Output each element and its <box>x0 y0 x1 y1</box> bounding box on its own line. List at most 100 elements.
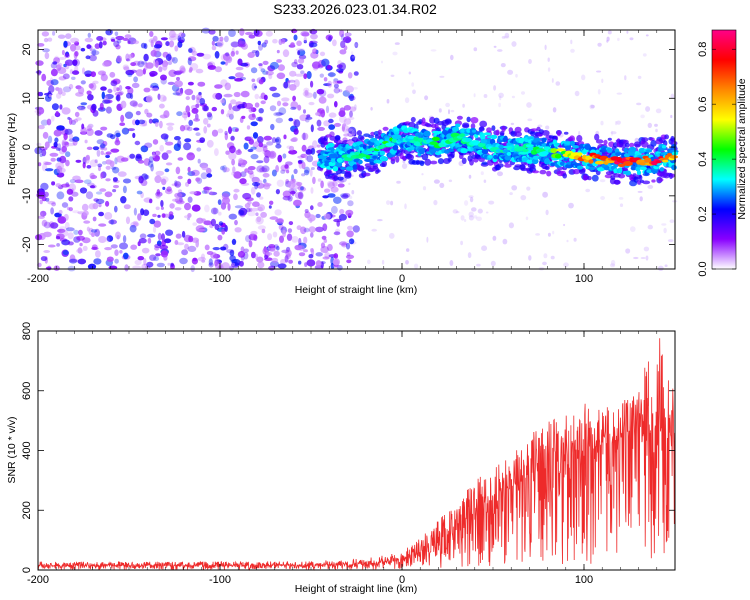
signal-peak <box>391 138 398 143</box>
signal-halo <box>625 142 630 148</box>
signal-halo <box>364 163 372 168</box>
noise-speckle <box>129 69 137 74</box>
noise-speckle <box>291 190 295 197</box>
signal-core <box>358 159 363 165</box>
signal-halo <box>444 118 452 124</box>
noise-speckle <box>197 256 206 262</box>
noise-speckle <box>318 96 327 104</box>
noise-speckle <box>106 237 110 243</box>
noise-speckle <box>258 63 263 67</box>
noise-speckle <box>206 123 211 128</box>
noise-speckle <box>203 186 210 194</box>
noise-speckle <box>610 259 616 266</box>
noise-speckle <box>252 182 260 187</box>
signal-core <box>564 145 572 150</box>
noise-speckle <box>159 244 169 250</box>
noise-speckle <box>252 132 259 139</box>
noise-speckle <box>132 40 140 45</box>
noise-speckle <box>200 172 208 180</box>
noise-speckle <box>268 244 276 249</box>
noise-speckle <box>211 45 217 51</box>
noise-speckle <box>167 81 175 85</box>
noise-speckle <box>266 141 274 146</box>
noise-speckle <box>92 146 100 151</box>
noise-speckle <box>126 58 131 62</box>
noise-speckle <box>150 163 154 172</box>
noise-speckle <box>264 39 269 45</box>
signal-core <box>645 149 653 153</box>
noise-speckle <box>100 126 108 131</box>
noise-speckle <box>490 260 496 267</box>
signal-halo <box>544 165 550 171</box>
y-tick-label: 400 <box>21 441 33 459</box>
snr-y-ticks: 0 200 400 600 800 <box>21 322 675 573</box>
signal-core <box>623 147 629 153</box>
noise-speckle <box>127 128 135 132</box>
noise-speckle <box>349 110 353 118</box>
noise-speckle <box>160 200 164 207</box>
noise-speckle <box>57 67 67 74</box>
noise-speckle <box>501 36 506 39</box>
noise-speckle <box>53 141 58 148</box>
noise-speckle <box>291 61 299 68</box>
noise-speckle <box>241 115 246 119</box>
noise-speckle <box>79 187 88 194</box>
noise-speckle <box>132 265 142 270</box>
noise-speckle <box>211 106 217 112</box>
noise-speckle <box>149 70 158 77</box>
noise-speckle <box>82 210 89 216</box>
signal-peak <box>550 148 558 154</box>
noise-speckle <box>275 189 280 195</box>
noise-speckle <box>265 70 274 76</box>
noise-speckle <box>110 219 114 225</box>
noise-speckle <box>327 243 333 252</box>
noise-speckle <box>346 259 352 264</box>
noise-speckle <box>175 233 182 239</box>
noise-speckle <box>68 138 75 142</box>
noise-speckle <box>184 202 191 211</box>
noise-speckle <box>98 211 104 217</box>
signal-halo <box>323 141 329 146</box>
noise-speckle <box>452 209 458 214</box>
signal-core <box>407 148 412 152</box>
noise-speckle <box>53 129 62 137</box>
noise-speckle <box>160 133 169 140</box>
signal-halo <box>664 134 669 140</box>
noise-speckle <box>72 138 78 146</box>
noise-speckle <box>196 52 205 57</box>
noise-speckle <box>113 40 120 48</box>
noise-speckle <box>143 258 147 266</box>
noise-speckle <box>295 73 304 77</box>
noise-speckle <box>304 262 308 267</box>
noise-speckle <box>370 107 373 111</box>
noise-speckle <box>64 59 74 66</box>
noise-speckle <box>121 127 130 135</box>
noise-speckle <box>183 124 191 131</box>
noise-speckle <box>104 212 113 220</box>
signal-halo <box>619 143 627 148</box>
noise-speckle <box>69 179 76 184</box>
noise-speckle <box>460 215 465 221</box>
noise-speckle <box>51 202 56 207</box>
signal-halo <box>556 130 562 137</box>
noise-speckle <box>239 76 246 81</box>
colorbar-tick-label: 0.8 <box>697 42 709 57</box>
noise-speckle <box>185 105 190 113</box>
noise-speckle <box>450 54 454 61</box>
signal-peak <box>669 155 679 159</box>
noise-speckle <box>137 241 141 247</box>
noise-speckle <box>244 168 250 173</box>
noise-speckle <box>260 211 267 218</box>
noise-speckle <box>414 263 419 269</box>
spectrogram-signal-layer <box>316 115 679 187</box>
noise-speckle <box>290 28 298 34</box>
noise-speckle <box>62 250 69 256</box>
noise-speckle <box>545 209 549 216</box>
noise-speckle <box>87 263 97 270</box>
noise-speckle <box>147 237 152 244</box>
noise-speckle <box>114 31 119 37</box>
signal-core <box>659 167 665 172</box>
noise-speckle <box>186 126 193 132</box>
noise-speckle <box>197 81 206 87</box>
noise-speckle <box>40 210 47 217</box>
